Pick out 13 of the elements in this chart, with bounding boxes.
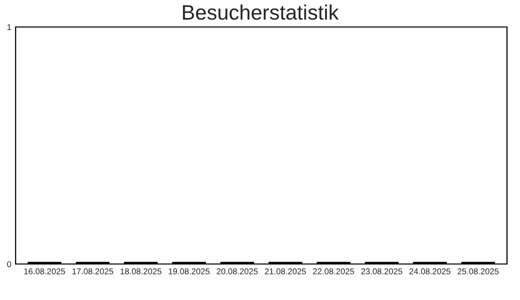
x-tick-label: 24.08.2025 [409,268,450,274]
x-tick-label: 21.08.2025 [264,268,306,274]
x-tick-label: 20.08.2025 [216,268,258,274]
x-tick-label: 25.08.2025 [458,268,499,274]
x-tick-label: 17.08.2025 [72,268,114,274]
chart-title: Besucherstatistik [182,4,339,20]
x-tick-label: 16.08.2025 [24,268,66,274]
x-tick-label: 22.08.2025 [313,268,354,274]
x-tick-label: 23.08.2025 [361,268,402,274]
x-tick-label: 19.08.2025 [168,268,210,274]
y-tick-label: 1 [7,24,12,30]
y-tick-label: 0 [7,261,12,268]
x-tick-label: 18.08.2025 [120,268,162,274]
